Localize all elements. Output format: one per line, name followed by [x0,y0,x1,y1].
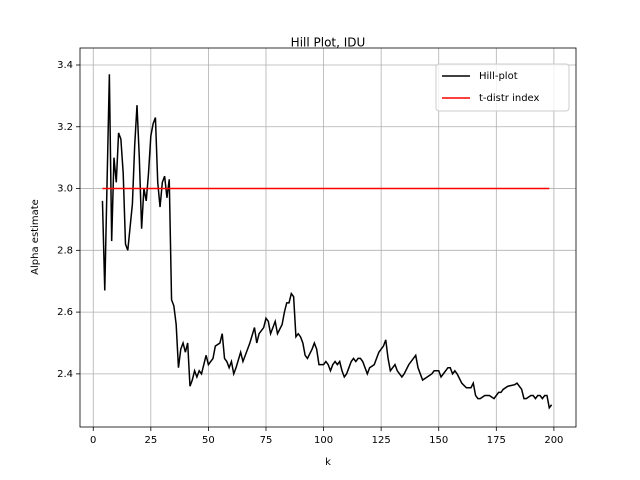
x-tick-label: 50 [202,435,215,446]
y-tick-label: 2.4 [57,369,73,380]
y-tick-label: 2.6 [57,307,73,318]
y-tick-label: 2.8 [57,245,73,256]
y-tick-label: 3.2 [57,122,73,133]
plot-frame [79,47,577,428]
legend-label: Hill-plot [479,71,518,82]
x-tick-label: 200 [544,435,563,446]
x-tick-label: 0 [90,435,96,446]
x-tick-label: 75 [260,435,273,446]
chart-title: Hill Plot, IDU [291,36,366,50]
x-tick-label: 25 [144,435,157,446]
x-tick-label: 125 [372,435,391,446]
data-line [101,74,553,410]
y-axis-label: Alpha estimate [30,199,41,275]
y-tick-label: 3.0 [57,184,73,195]
x-tick-label: 150 [429,435,448,446]
x-tick-label: 100 [314,435,333,446]
y-tick-label: 3.4 [57,60,73,71]
legend-label: t-distr index [479,93,540,104]
x-axis-label: k [325,457,331,468]
x-tick-label: 175 [487,435,506,446]
